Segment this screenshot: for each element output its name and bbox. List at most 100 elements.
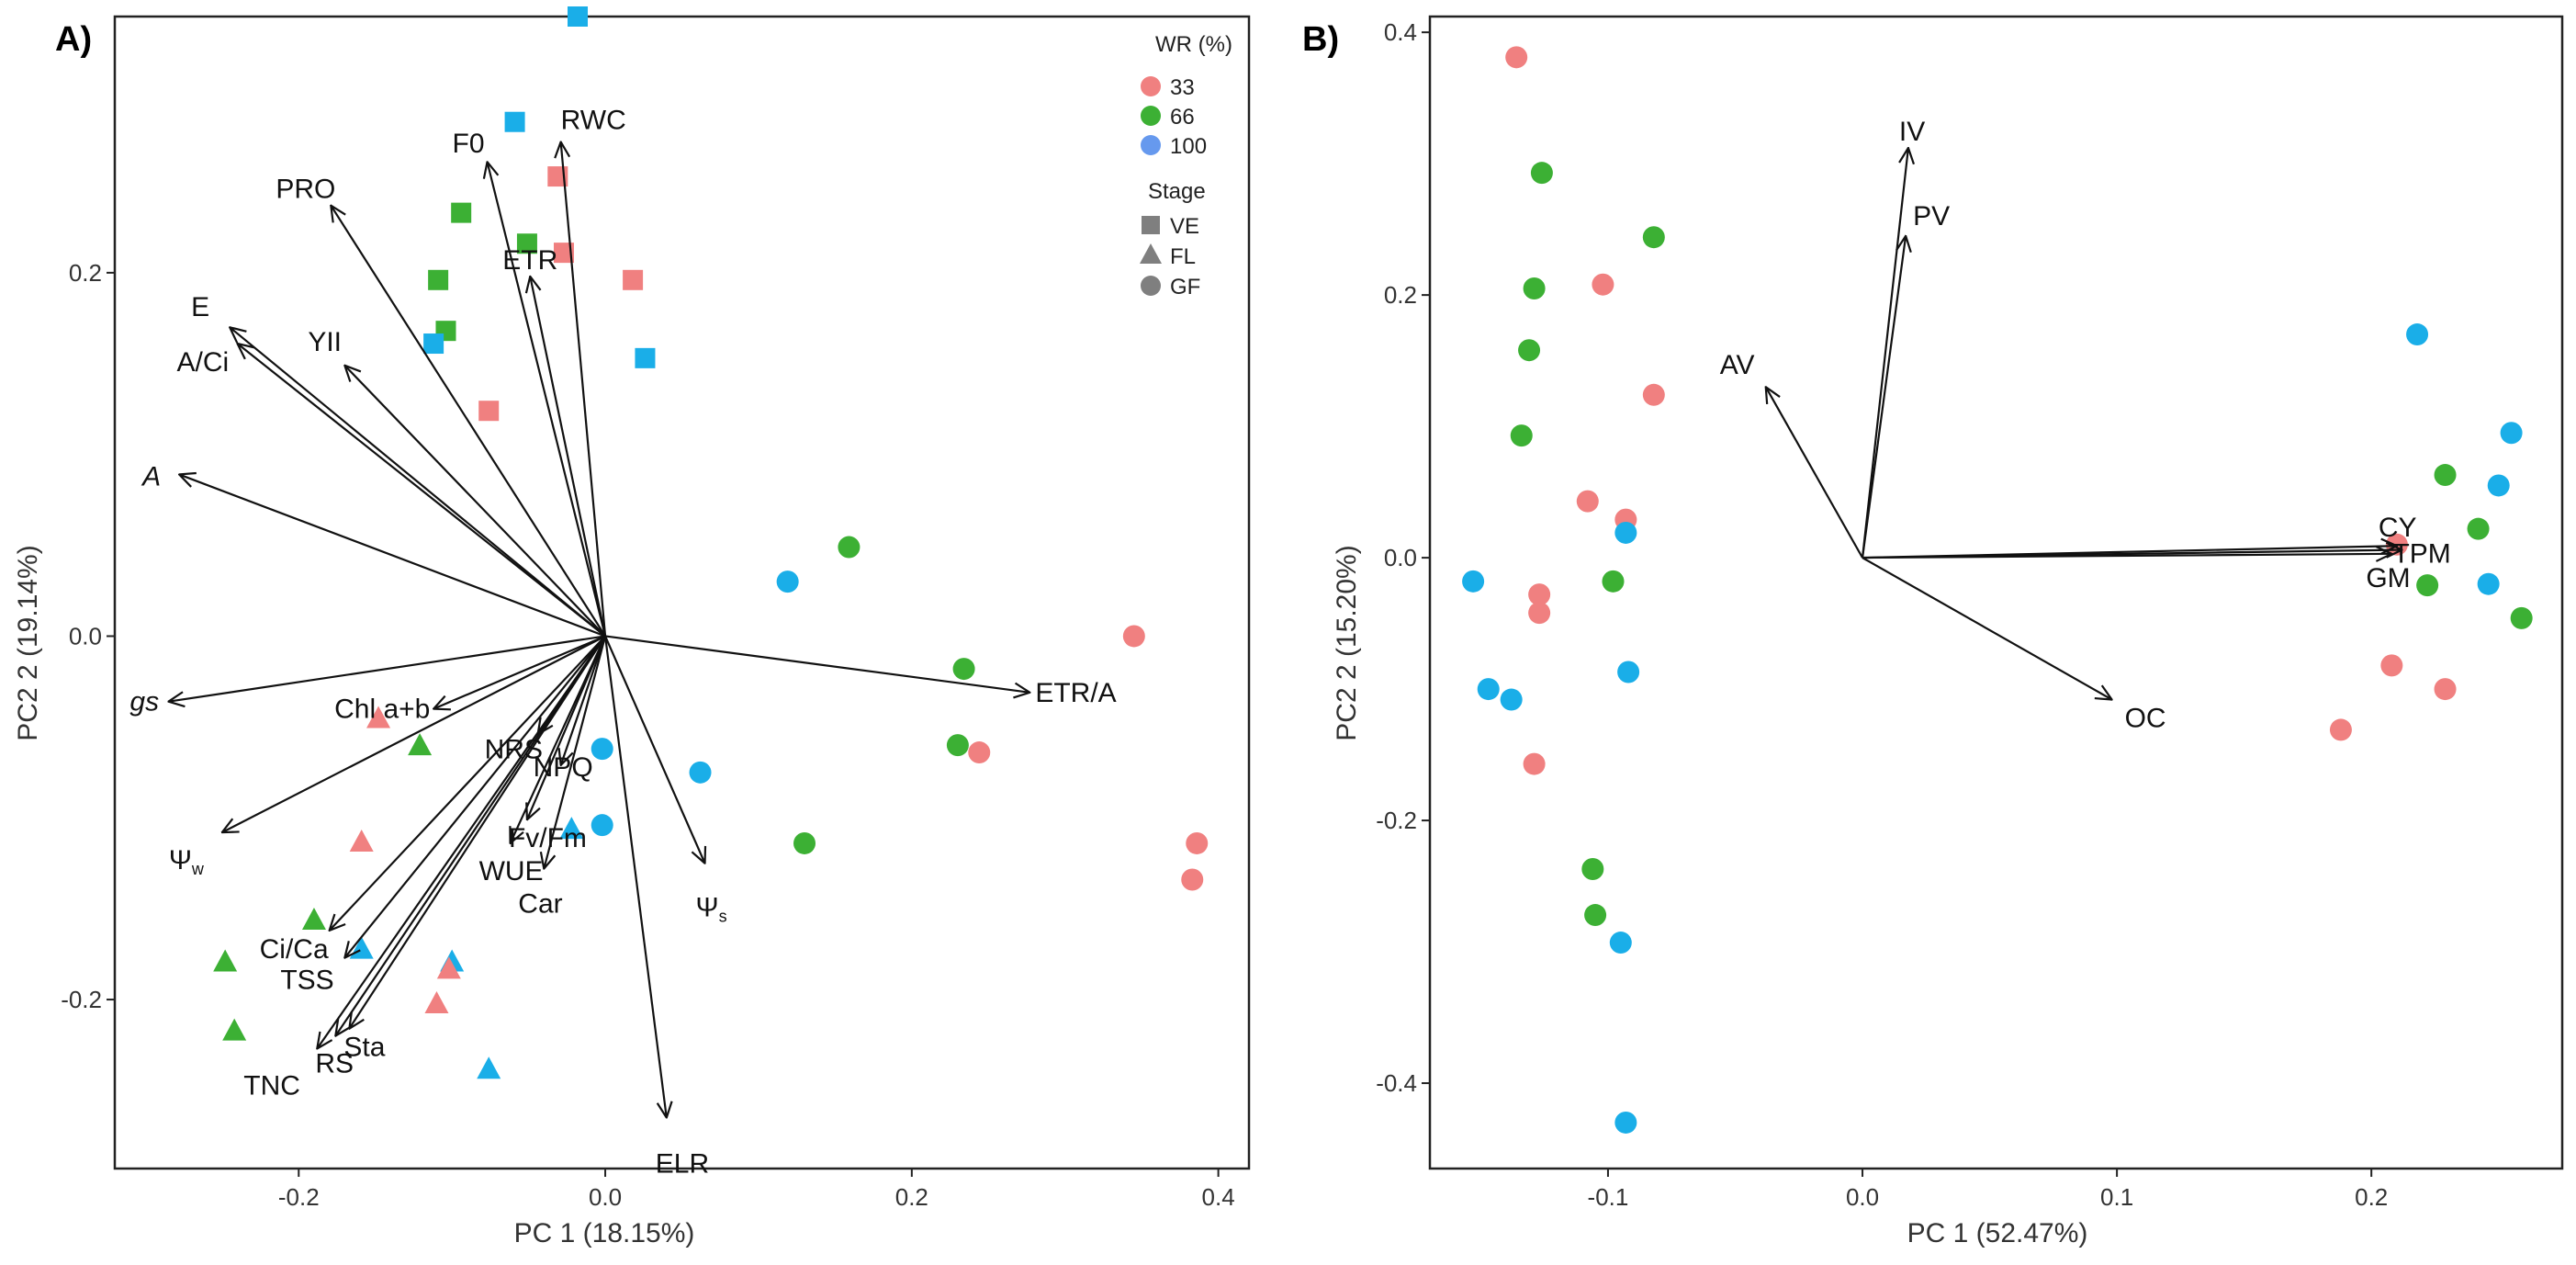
loading-label-cy: CY <box>2379 513 2417 543</box>
data-point-wr66-gf <box>2434 464 2457 487</box>
data-point-wr33-gf <box>2434 678 2457 701</box>
legend-stage-gf-swatch <box>1141 276 1161 296</box>
data-point-wr33-gf <box>968 741 991 764</box>
data-point-wr100-gf <box>689 761 712 784</box>
loading-label-npq: NPQ <box>534 752 593 783</box>
data-point-wr33-gf <box>1576 490 1599 513</box>
data-point-wr33-gf <box>2380 654 2403 677</box>
data-point-wr33-gf <box>1592 273 1614 296</box>
loading-arrow-ci-ca <box>330 635 606 930</box>
loading-label-chl-a-b: Chl a+b <box>334 695 430 725</box>
data-point-wr66-ve <box>428 269 449 290</box>
data-point-wr33-ve <box>553 243 574 264</box>
data-point-wr100-ve <box>635 347 656 368</box>
loading-arrow-a <box>179 474 606 638</box>
data-point-wr66-gf <box>1523 277 1546 299</box>
loading-arrow-av <box>1766 387 1863 559</box>
data-point-wr66-gf <box>2467 517 2490 540</box>
panel-b-y-tick-label: 0.0 <box>1384 544 1417 571</box>
panel-b-y-axis-title: PC2 2 (15.20%) <box>1332 545 1362 740</box>
loading-arrow-tss <box>344 635 606 957</box>
panel-a-x-tick-label: 0.2 <box>895 1183 928 1211</box>
data-point-wr33-gf <box>1181 868 1204 891</box>
panel-b-x-tick-label: -0.1 <box>1588 1183 1629 1211</box>
panel-b-plot-area: -0.1 0.0 0.1 0.2 -0.4 -0.2 0.0 0.2 0.4 IV PV AV OC CY… <box>1376 15 2564 1211</box>
data-point-wr66-gf <box>793 831 816 854</box>
loading-label-sta: Sta <box>343 1033 385 1063</box>
data-point-wr33-fl <box>424 991 449 1014</box>
panel-b-x-tick-label: 0.2 <box>2355 1183 2388 1211</box>
data-point-wr100-gf <box>1500 688 1523 711</box>
legend-wr-66-label: 66 <box>1170 105 1195 130</box>
data-point-wr66-fl <box>408 733 433 756</box>
data-point-wr66-gf <box>946 734 969 757</box>
panel-a-x-tick-label: -0.2 <box>278 1183 320 1211</box>
data-point-wr66-gf <box>838 536 861 559</box>
loading-arrow-etr-a <box>604 635 1029 692</box>
panel-a-y-tick-label: 0.0 <box>69 622 102 649</box>
data-point-wr66-fl <box>222 1018 247 1041</box>
data-point-wr33-fl <box>349 829 374 852</box>
panel-a-x-axis-title: PC 1 (18.15%) <box>514 1218 695 1248</box>
panel-a-letter: A) <box>55 20 92 59</box>
legend-wr-100-swatch <box>1141 135 1161 155</box>
loading-arrow-car <box>544 636 607 868</box>
loading-arrow-s <box>604 636 704 863</box>
data-point-wr66-fl <box>301 908 326 931</box>
loading-label-oc: OC <box>2125 704 2166 734</box>
legend: WR (%) 33 66 100 Stage VE FL GF <box>1140 32 1232 299</box>
loading-arrow-iv <box>1861 148 1908 559</box>
legend-wr-title: WR (%) <box>1155 32 1232 57</box>
loading-arrow-wue <box>511 636 607 842</box>
loading-label-wue: WUE <box>479 856 544 887</box>
loading-label-etr-a: ETR/A <box>1035 678 1116 708</box>
legend-wr-33-swatch <box>1141 76 1161 96</box>
data-point-wr33-gf <box>2329 718 2352 741</box>
data-point-wr100-ve <box>568 6 589 27</box>
data-point-wr100-gf <box>776 570 799 593</box>
panel-a-x-tick-label: 0.4 <box>1202 1183 1235 1211</box>
loading-label-gs: gs <box>129 687 159 717</box>
data-point-wr100-ve <box>504 111 525 132</box>
panel-b-y-tick-label: 0.2 <box>1384 281 1417 309</box>
data-point-wr100-gf <box>1462 570 1485 593</box>
loading-label-rs: RS <box>315 1049 354 1079</box>
loading-arrow-elr <box>603 636 667 1117</box>
data-point-wr33-fl <box>436 956 461 979</box>
loading-label-pv: PV <box>1913 201 1950 232</box>
data-point-wr33-ve <box>478 401 500 422</box>
panel-a-frame <box>113 15 1251 1170</box>
panel-a-y-axis-title: PC2 2 (19.14%) <box>13 545 43 740</box>
loading-label-av: AV <box>1720 350 1755 380</box>
panel-a-y-tick-label: -0.2 <box>61 986 102 1013</box>
loading-label-a: A <box>141 461 161 491</box>
loading-label-etr: ETR <box>502 245 557 276</box>
loading-label-pro: PRO <box>276 175 335 205</box>
loading-label-a-ci: A/Ci <box>177 347 230 378</box>
data-point-wr66-fl <box>213 949 238 972</box>
panel-b-y-tick-label: -0.2 <box>1376 807 1417 834</box>
loading-arrow-oc <box>1862 557 2112 699</box>
panel-b-y-tick-label: -0.4 <box>1376 1069 1417 1097</box>
legend-stage-fl-swatch <box>1140 243 1162 264</box>
data-point-wr33-gf <box>1186 831 1209 854</box>
loading-label-rwc: RWC <box>561 105 626 135</box>
loading-arrow-chl-a-b <box>433 635 606 708</box>
data-point-wr66-gf <box>1584 904 1607 927</box>
data-point-wr100-gf <box>1609 932 1632 954</box>
loading-arrow-yii <box>344 366 606 638</box>
loading-label-fv-fm: Fv/Fm <box>509 823 587 853</box>
loading-label-s: Ψs <box>696 893 727 926</box>
data-point-wr66-ve <box>516 233 537 254</box>
legend-stage-title: Stage <box>1148 179 1206 204</box>
data-point-wr33-fl <box>366 706 391 729</box>
data-point-wr100-gf <box>2487 474 2510 497</box>
data-point-wr66-gf <box>1510 424 1533 447</box>
loading-arrow-a-ci <box>238 344 606 638</box>
data-point-wr100-ve <box>423 333 444 355</box>
loading-arrow-rwc <box>561 141 607 637</box>
data-point-wr66-gf <box>2510 606 2533 629</box>
loading-label-gm: GM <box>2366 563 2410 593</box>
